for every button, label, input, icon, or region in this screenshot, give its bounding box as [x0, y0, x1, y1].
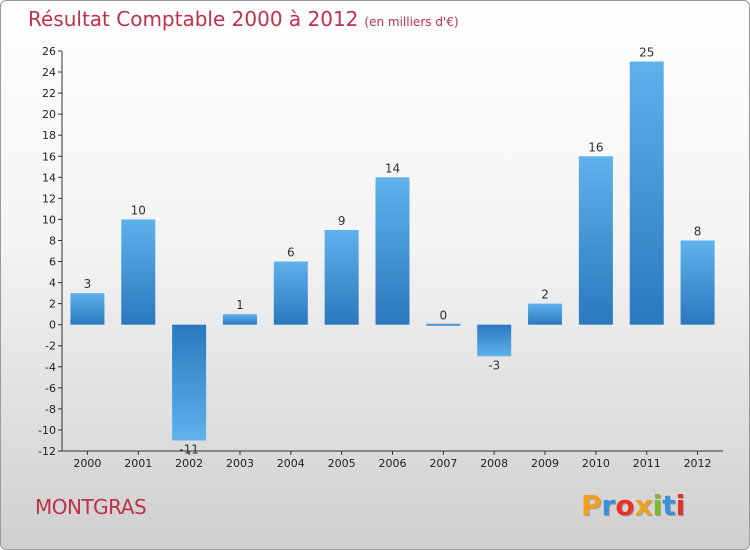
bar-2010: [578, 156, 613, 325]
logo-letter: P: [581, 489, 602, 522]
y-tick-label: 18: [42, 129, 56, 142]
value-label-2005: 9: [338, 214, 346, 228]
value-label-2002: -11: [179, 442, 199, 456]
y-tick-label: -6: [45, 382, 56, 395]
value-label-2008: -3: [488, 358, 500, 372]
y-tick-label: -2: [45, 340, 56, 353]
x-tick-label: 2006: [379, 457, 407, 470]
bar-2005: [324, 229, 359, 325]
chart-axes: -12-10-8-6-4-202468101214161820222426200…: [38, 45, 723, 470]
proxiti-logo: Proxiti: [581, 489, 685, 522]
bar-2012: [680, 240, 715, 325]
value-label-2004: 6: [287, 246, 295, 260]
value-label-2006: 14: [385, 161, 400, 175]
x-tick-label: 2008: [480, 457, 508, 470]
y-tick-label: -10: [38, 424, 56, 437]
y-tick-label: 14: [42, 171, 56, 184]
bar-2003: [222, 314, 257, 325]
chart-bars: [70, 61, 715, 441]
bar-2007: [426, 323, 461, 326]
y-tick-label: -8: [45, 403, 56, 416]
x-tick-label: 2012: [684, 457, 712, 470]
x-tick-label: 2011: [633, 457, 661, 470]
chart-title: Résultat Comptable 2000 à 2012 (en millie…: [28, 7, 459, 31]
bar-2001: [121, 219, 156, 325]
logo-letter: x: [634, 489, 653, 522]
y-tick-label: 26: [42, 45, 56, 58]
commune-name: MONTGRAS: [35, 495, 147, 519]
y-tick-label: 2: [49, 298, 56, 311]
x-tick-label: 2004: [277, 457, 305, 470]
y-tick-label: -12: [38, 445, 56, 458]
value-label-2010: 16: [588, 140, 603, 154]
x-tick-label: 2007: [429, 457, 457, 470]
value-label-2011: 25: [639, 46, 654, 60]
y-tick-label: 0: [49, 319, 56, 332]
x-tick-label: 2005: [328, 457, 356, 470]
bar-2009: [528, 303, 563, 325]
chart-subtitle: (en milliers d'€): [364, 15, 459, 29]
logo-letter: o: [615, 489, 635, 522]
x-tick-label: 2001: [124, 457, 152, 470]
bar-2011: [629, 61, 664, 325]
logo-letter: i: [675, 489, 686, 522]
y-tick-label: 6: [49, 256, 56, 269]
value-label-2007: 0: [440, 309, 448, 323]
logo-letter: i: [652, 489, 663, 522]
x-tick-label: 2010: [582, 457, 610, 470]
value-label-2003: 1: [236, 298, 244, 312]
x-tick-label: 2009: [531, 457, 559, 470]
value-label-2012: 8: [694, 224, 702, 238]
bar-2000: [70, 293, 105, 325]
logo-letter: t: [662, 489, 676, 522]
bar-2008: [477, 324, 512, 357]
y-tick-label: 20: [42, 108, 56, 121]
x-tick-label: 2000: [73, 457, 101, 470]
x-tick-label: 2003: [226, 457, 254, 470]
chart-title-text: Résultat Comptable 2000 à 2012: [28, 7, 359, 31]
y-tick-label: -4: [45, 361, 56, 374]
value-label-2009: 2: [541, 288, 549, 302]
y-tick-label: 12: [42, 192, 56, 205]
bar-2002: [172, 324, 207, 441]
y-tick-label: 8: [49, 234, 56, 247]
y-tick-label: 22: [42, 87, 56, 100]
value-label-2001: 10: [131, 203, 146, 217]
y-tick-label: 16: [42, 150, 56, 163]
y-tick-label: 24: [42, 66, 56, 79]
bar-2006: [375, 177, 410, 325]
y-tick-label: 10: [42, 213, 56, 226]
x-tick-label: 2002: [175, 457, 203, 470]
bar-2004: [273, 261, 308, 325]
y-tick-label: 4: [49, 277, 56, 290]
logo-letter: r: [601, 489, 616, 522]
value-label-2000: 3: [84, 277, 92, 291]
